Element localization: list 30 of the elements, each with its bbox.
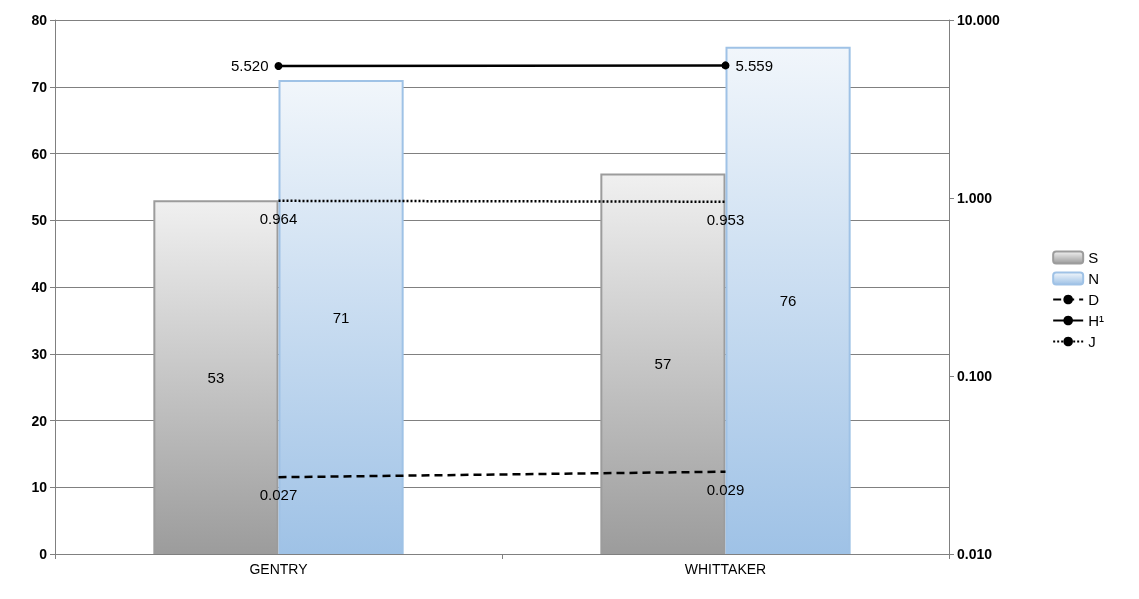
data-label: 5.520 [230,57,269,75]
data-label: 53 [207,368,225,386]
data-label: 71 [332,308,350,326]
legend-label: S [1088,249,1099,266]
y2-tick-label: 10.000 [957,12,1001,28]
x-tick-label: GENTRY [249,561,309,577]
y-tick-label: 20 [31,412,48,429]
legend-label: H¹ [1088,312,1104,329]
y-tick-label: 70 [31,78,48,95]
data-label: 0.964 [259,209,298,227]
data-label: 57 [654,355,672,373]
data-label: 0.953 [706,210,745,228]
y2-tick-label: 0.100 [957,368,993,384]
legend-label: J [1088,333,1096,350]
data-label: 0.029 [706,480,745,498]
y2-tick-label: 1.000 [957,190,993,206]
y-tick-label: 60 [31,145,48,162]
y-tick-label: 50 [31,212,48,229]
legend-label: N [1088,270,1100,287]
y-tick-label: 10 [31,479,48,496]
y2-tick-label: 0.010 [957,546,993,562]
data-label: 76 [779,291,797,309]
x-tick-label: WHITTAKER [684,561,767,577]
data-label: 0.027 [259,486,298,504]
y-tick-label: 40 [31,279,48,295]
y-tick-label: 0 [39,546,48,562]
y-tick-label: 80 [31,12,48,28]
legend-label: D [1088,291,1100,308]
data-label: 5.559 [735,56,774,74]
y-tick-label: 30 [31,345,48,362]
